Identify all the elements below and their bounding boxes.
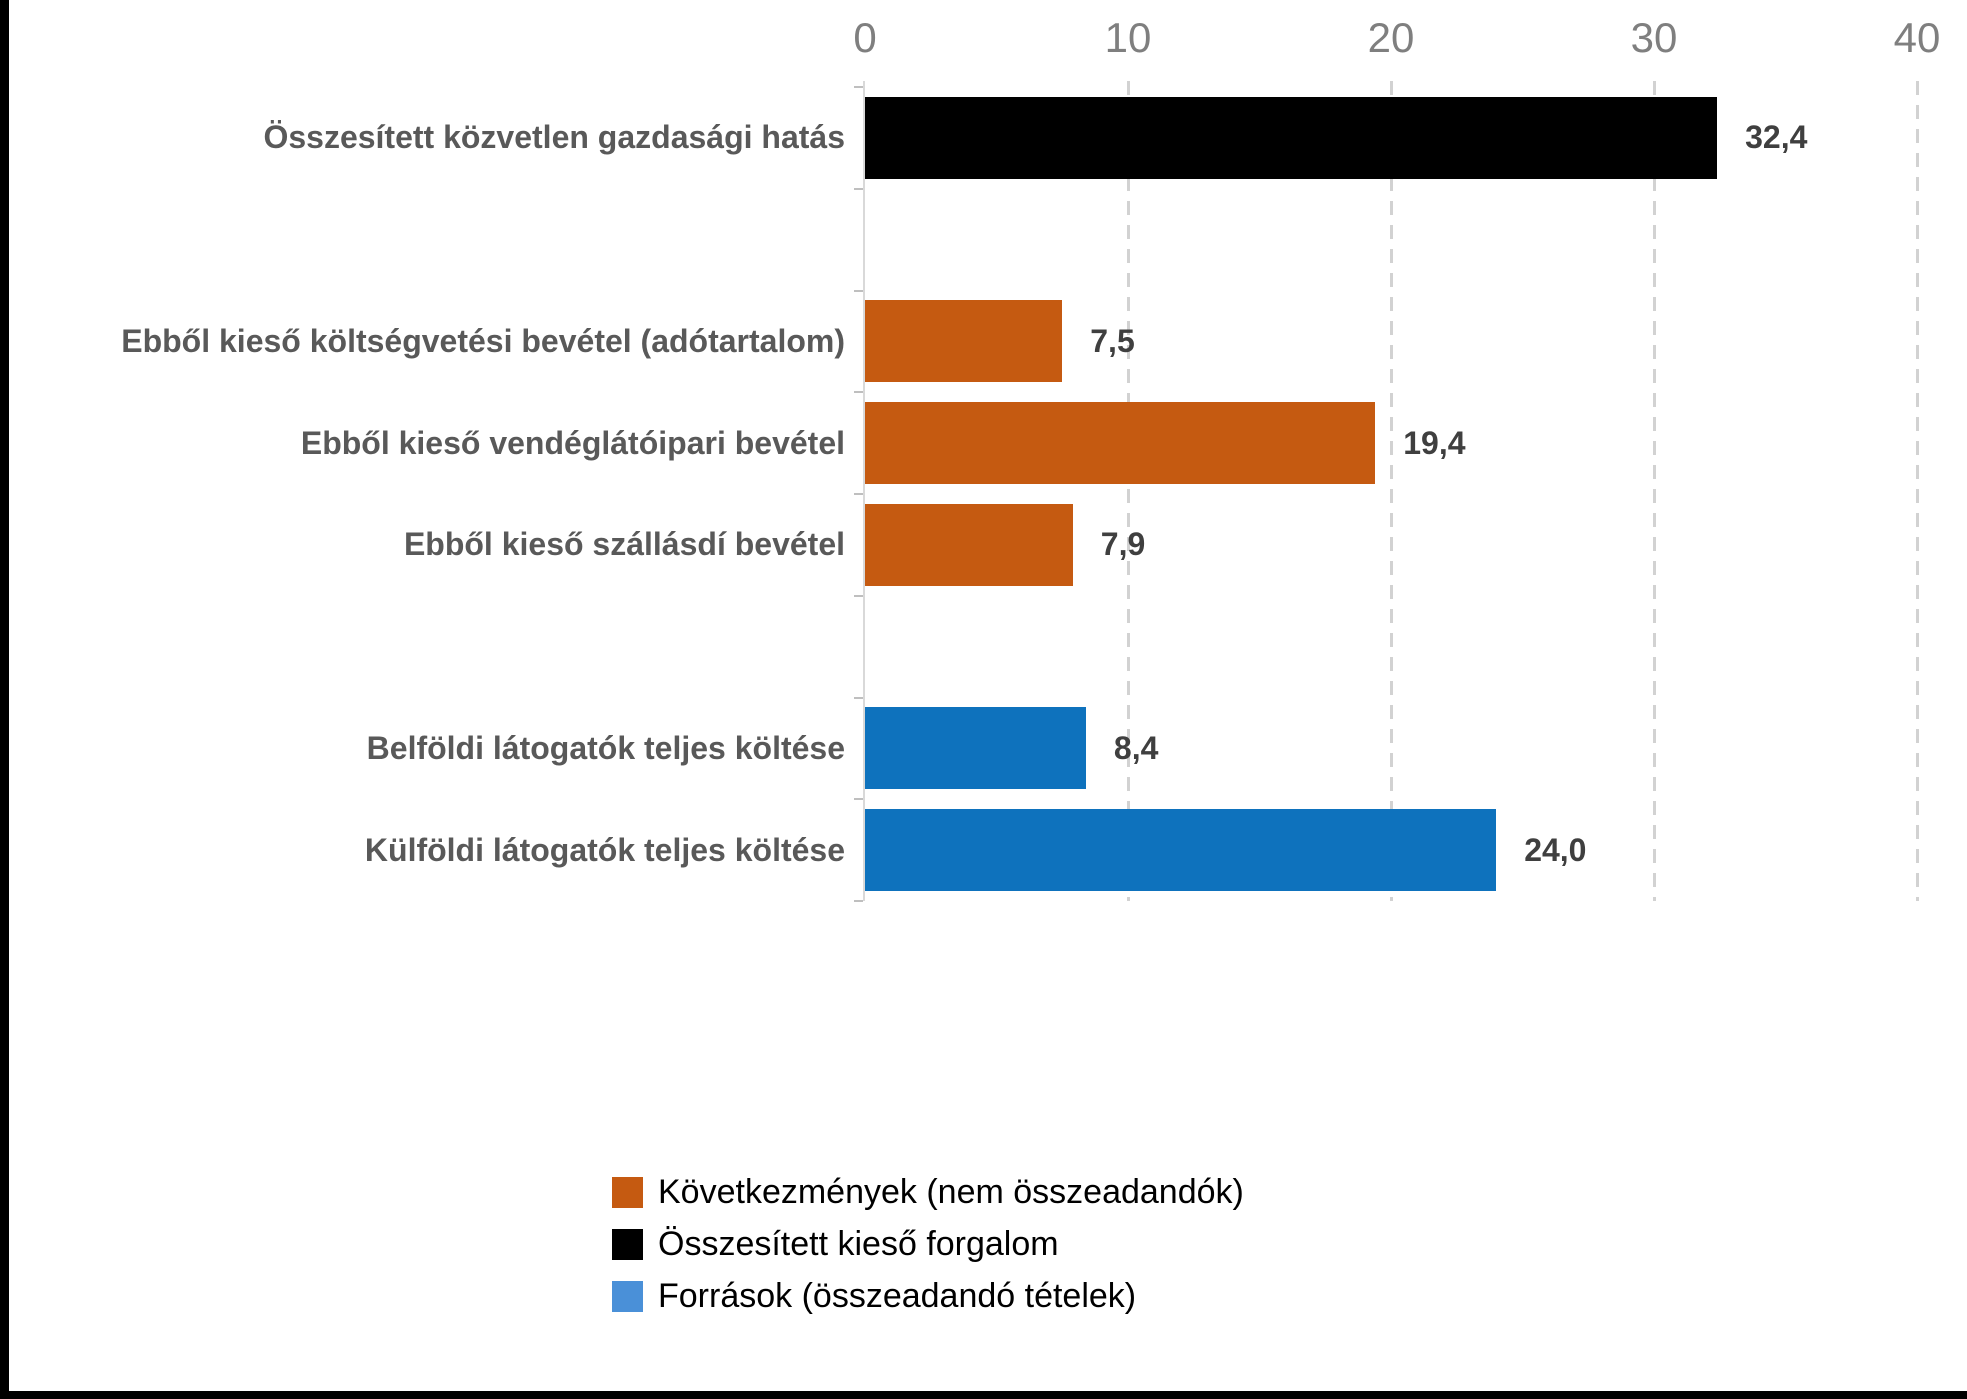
y-axis-tickmark xyxy=(854,595,863,597)
category-label: Ebből kieső szállásdí bevétel xyxy=(403,526,845,563)
gridline xyxy=(1390,81,1393,901)
bar xyxy=(865,96,1718,179)
bar xyxy=(865,402,1376,485)
category-label: Összesített közvetlen gazdasági hatás xyxy=(263,119,845,156)
frame-edge-bottom xyxy=(0,1391,1967,1399)
value-label: 32,4 xyxy=(1745,119,1808,156)
y-axis-tickmark xyxy=(854,798,863,800)
legend-swatch-icon xyxy=(612,1228,643,1260)
legend-label: Következmények (nem összeadandók) xyxy=(658,1173,1244,1211)
legend-row: Következmények (nem összeadandók) xyxy=(612,1166,1244,1218)
category-label: Külföldi látogatók teljes költése xyxy=(364,831,845,868)
legend-swatch-icon xyxy=(612,1176,643,1208)
y-axis-tickmark xyxy=(854,391,863,393)
x-axis-tick-labels: 0 10 20 30 40 xyxy=(0,12,1967,64)
legend-row: Források (összeadandó tételek) xyxy=(612,1270,1244,1322)
category-label xyxy=(9,189,845,291)
legend-swatch-icon xyxy=(612,1280,643,1312)
y-axis-tickmark xyxy=(854,493,863,495)
category-labels: Összesített közvetlen gazdasági hatás Ebb… xyxy=(9,87,845,901)
x-axis-tick-label: 10 xyxy=(1104,14,1152,61)
category-label: Ebből kieső vendéglátóipari bevétel xyxy=(300,424,845,461)
legend-row: Összesített kieső forgalom xyxy=(612,1218,1244,1270)
value-label: 7,5 xyxy=(1090,322,1135,359)
bar xyxy=(865,503,1073,586)
frame-edge-left xyxy=(0,0,9,1399)
legend-label: Összesített kieső forgalom xyxy=(658,1225,1059,1263)
x-axis-tick-label: 40 xyxy=(1893,14,1941,61)
category-label xyxy=(9,596,845,698)
plot-area: 32,4 7,5 19,4 7,9 8,4 24,0 xyxy=(854,81,1919,902)
value-label: 7,9 xyxy=(1100,526,1146,563)
x-axis-tick-label: 20 xyxy=(1367,14,1415,61)
y-axis-tickmark xyxy=(854,188,863,190)
value-label: 24,0 xyxy=(1524,831,1587,868)
x-axis-tick-label: 0 xyxy=(853,14,877,61)
bar xyxy=(865,809,1497,892)
y-axis-tickmark xyxy=(854,697,863,699)
bar xyxy=(865,707,1086,790)
gridline xyxy=(1653,81,1656,901)
gridline xyxy=(1916,81,1919,901)
legend-label: Források (összeadandó tételek) xyxy=(658,1277,1137,1315)
x-axis-tick-label: 30 xyxy=(1630,14,1678,61)
category-label: Ebből kieső költségvetési bevétel (adóta… xyxy=(121,322,845,359)
y-axis-tickmark xyxy=(854,290,863,292)
category-label: Belföldi látogatók teljes költése xyxy=(366,729,845,766)
legend: Következmények (nem összeadandók) Összesí… xyxy=(612,1166,1244,1322)
value-label: 19,4 xyxy=(1403,424,1466,461)
y-axis-tickmark xyxy=(854,900,863,902)
bar xyxy=(865,300,1063,383)
gridline xyxy=(1127,81,1130,901)
value-label: 8,4 xyxy=(1113,729,1159,766)
y-axis-line xyxy=(863,81,865,901)
y-axis-tickmark xyxy=(854,86,863,88)
